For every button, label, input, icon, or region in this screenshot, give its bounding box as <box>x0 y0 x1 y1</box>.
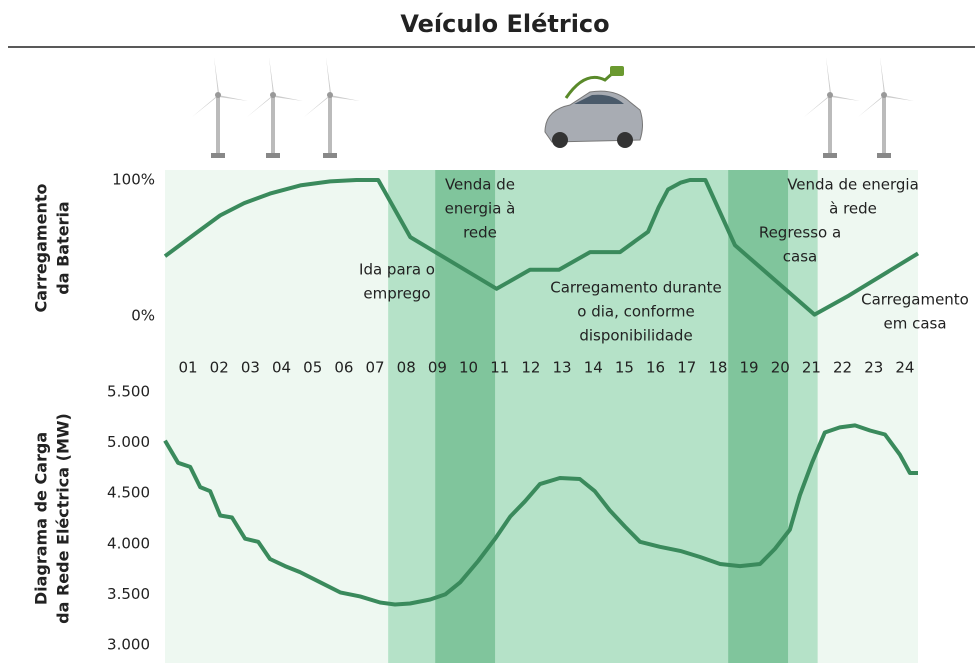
y-tick-label: 5.000 <box>107 433 150 451</box>
x-tick-label: 12 <box>521 359 540 377</box>
shading-layer <box>165 170 918 663</box>
y-axis-title: da Bateria <box>54 201 73 294</box>
x-tick-label: 08 <box>397 359 416 377</box>
y-axis-title: da Rede Eléctrica (MW) <box>54 413 73 624</box>
infographic: Veículo Elétrico 0% 100% 01 02 03 04 05 06 07 08 0… <box>0 0 975 663</box>
y-axis-title: Diagrama de Carga <box>32 432 51 605</box>
y-tick-label: 3.500 <box>107 585 150 603</box>
x-tick-label: 01 <box>179 359 198 377</box>
annotation: Venda de energia <box>787 176 919 194</box>
x-tick-label: 11 <box>490 359 509 377</box>
annotation: casa <box>783 248 817 266</box>
x-tick-label: 04 <box>272 359 291 377</box>
x-tick-label: 07 <box>366 359 385 377</box>
x-tick-label: 10 <box>459 359 478 377</box>
x-tick-label: 18 <box>708 359 727 377</box>
x-tick-label: 17 <box>677 359 696 377</box>
x-tick-label: 15 <box>615 359 634 377</box>
x-tick-label: 19 <box>740 359 759 377</box>
y-tick-label: 4.500 <box>107 484 150 502</box>
time-band <box>435 170 495 663</box>
annotation: emprego <box>363 285 430 303</box>
x-tick-label: 16 <box>646 359 665 377</box>
y-axis-title: Carregamento <box>32 184 51 313</box>
annotation: Carregamento <box>861 291 969 309</box>
y-tick-label: 4.000 <box>107 534 150 552</box>
y-tick-label: 100% <box>112 171 155 189</box>
y-tick-label: 5.500 <box>107 383 150 401</box>
annotation: Venda de <box>445 176 515 194</box>
x-tick-label: 13 <box>553 359 572 377</box>
electric-car-icon <box>545 66 643 148</box>
y-tick-label: 0% <box>131 307 155 325</box>
x-tick-label: 23 <box>864 359 883 377</box>
annotation: Carregamento durante <box>550 279 722 297</box>
annotation: Regresso a <box>759 224 841 242</box>
x-tick-label: 24 <box>895 359 914 377</box>
x-tick-label: 02 <box>210 359 229 377</box>
x-tick-label: 03 <box>241 359 260 377</box>
x-tick-label: 06 <box>334 359 353 377</box>
annotation: Ida para o <box>359 261 435 279</box>
x-tick-label: 05 <box>303 359 322 377</box>
annotation: à rede <box>829 200 877 218</box>
annotation: o dia, conforme <box>577 303 695 321</box>
title: Veículo Elétrico <box>400 10 609 38</box>
x-tick-label: 14 <box>584 359 603 377</box>
x-tick-label: 09 <box>428 359 447 377</box>
annotation: disponibilidade <box>579 327 692 345</box>
time-band <box>728 170 788 663</box>
x-tick-label: 20 <box>771 359 790 377</box>
annotation: energia à <box>445 200 516 218</box>
annotation: rede <box>463 224 497 242</box>
x-tick-label: 21 <box>802 359 821 377</box>
annotation: em casa <box>883 315 946 333</box>
x-tick-label: 22 <box>833 359 852 377</box>
y-tick-label: 3.000 <box>107 636 150 654</box>
